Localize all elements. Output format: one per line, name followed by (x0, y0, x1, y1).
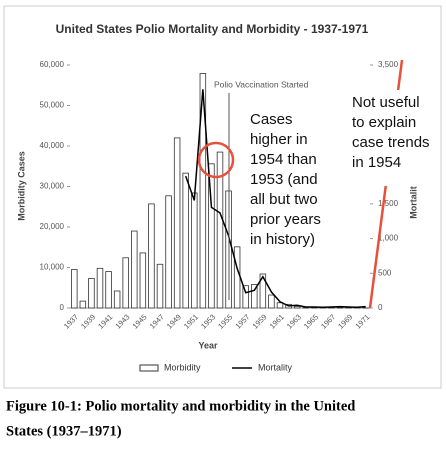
bar (114, 291, 120, 308)
y2-tick-label: 1,000 (378, 234, 399, 243)
annotation: all but two (250, 191, 318, 208)
y2-tick-label: 1,500 (378, 199, 399, 208)
annotation: case trends (352, 134, 430, 151)
annotation: Not useful (352, 94, 420, 111)
caption: States (1937–1971) (6, 423, 122, 439)
bar (140, 253, 146, 308)
bar (234, 247, 240, 308)
caption: Figure 10-1: Polio mortality and morbidi… (6, 398, 355, 414)
annotation: Cases (250, 111, 293, 128)
annotation: higher in (250, 131, 308, 148)
annotation: to explain (352, 114, 416, 131)
bar (71, 270, 77, 308)
bar (294, 306, 300, 308)
legend-swatch (140, 365, 158, 371)
y2-tick-label: 500 (378, 268, 392, 277)
legend-label: Mortality (258, 362, 293, 372)
y-tick-label: 60,000 (40, 60, 65, 69)
y2-axis-label: Mortality (408, 181, 418, 219)
y2-tick-label: 3,500 (378, 60, 399, 69)
bar (123, 258, 129, 308)
bar (97, 268, 103, 308)
bar (183, 173, 189, 308)
y-tick-label: 20,000 (40, 222, 65, 231)
y2-tick-label: 0 (378, 303, 383, 312)
y-tick-label: 10,000 (40, 263, 65, 272)
bar (166, 196, 172, 308)
vaccination-label: Polio Vaccination Started (214, 79, 309, 89)
y-tick-label: 30,000 (40, 182, 65, 191)
bar (191, 193, 197, 308)
annotation: 1954 than (250, 151, 317, 168)
chart-title: United States Polio Mortality and Morbid… (56, 22, 369, 36)
annotation: in 1954 (352, 154, 401, 171)
x-axis-label: Year (198, 340, 218, 350)
bar (269, 295, 275, 308)
bar (174, 138, 180, 308)
y-tick-label: 0 (60, 303, 65, 312)
y-tick-label: 50,000 (40, 101, 65, 110)
bar (89, 278, 95, 308)
bar (80, 301, 86, 308)
y-axis-label: Morbidity Cases (16, 151, 26, 221)
y-tick-label: 40,000 (40, 141, 65, 150)
legend-label: Morbidity (164, 362, 201, 372)
annotation: prior years (250, 211, 321, 228)
bar (157, 264, 163, 308)
bar (149, 204, 155, 308)
bar (106, 272, 112, 308)
annotation: in history) (250, 231, 315, 248)
bar (131, 231, 137, 308)
annotation: 1953 (and (250, 171, 318, 188)
